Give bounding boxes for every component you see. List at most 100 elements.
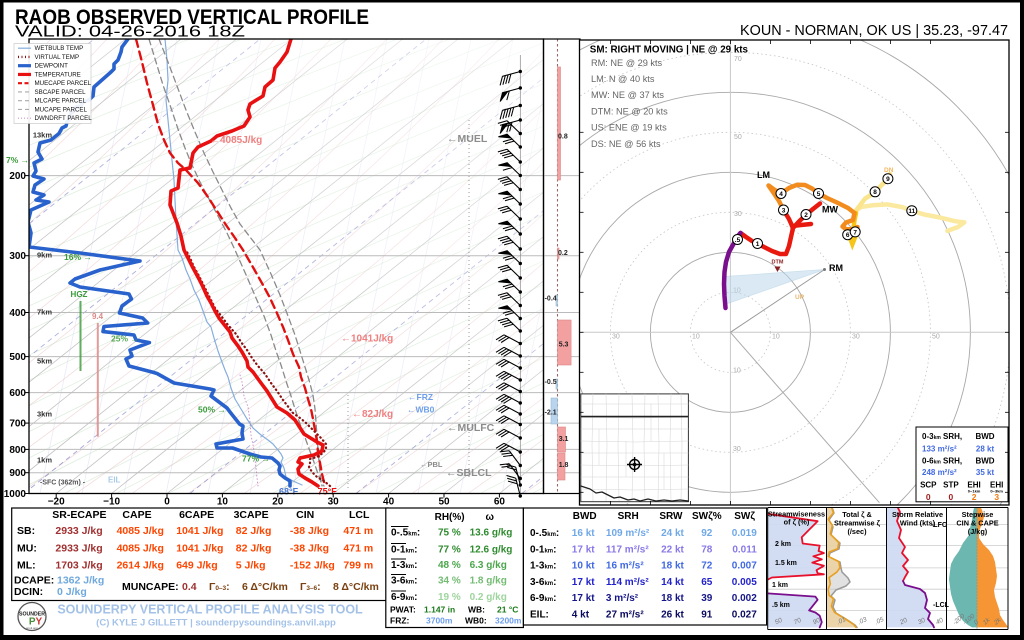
svg-text:26 kt: 26 kt bbox=[661, 610, 684, 621]
svg-text:0-6km SRH,: 0-6km SRH, bbox=[922, 457, 962, 466]
svg-text:(J/kg): (J/kg) bbox=[968, 527, 988, 536]
svg-text:DS: NE @ 56 kts: DS: NE @ 56 kts bbox=[591, 139, 661, 149]
svg-text:1.5 km: 1.5 km bbox=[775, 560, 797, 567]
svg-text:DCIN:: DCIN: bbox=[14, 586, 43, 598]
svg-text:0−1km: 0−1km bbox=[968, 489, 981, 494]
svg-text:HGZ: HGZ bbox=[71, 290, 88, 299]
svg-text:BWD: BWD bbox=[975, 432, 994, 441]
svg-text:9.4: 9.4 bbox=[92, 312, 104, 321]
svg-text:0.019: 0.019 bbox=[732, 528, 757, 539]
svg-text:25% →: 25% → bbox=[111, 334, 139, 344]
svg-text:0-.5km:: 0-.5km: bbox=[391, 528, 420, 539]
svg-text:17 kt: 17 kt bbox=[572, 545, 595, 556]
svg-text:10: 10 bbox=[733, 368, 741, 375]
svg-text:0: 0 bbox=[949, 492, 954, 502]
svg-text:WETBULB TEMP: WETBULB TEMP bbox=[35, 45, 84, 52]
svg-text:1 km: 1 km bbox=[772, 582, 788, 589]
svg-text:22 kt: 22 kt bbox=[661, 545, 684, 556]
svg-text:1000: 1000 bbox=[4, 489, 27, 500]
svg-text:-38 J/kg: -38 J/kg bbox=[290, 525, 329, 537]
svg-text:1703 J/kg: 1703 J/kg bbox=[55, 560, 102, 572]
svg-text:248 m²/s²: 248 m²/s² bbox=[922, 468, 957, 477]
svg-text:6.3 g/kg: 6.3 g/kg bbox=[470, 560, 507, 571]
svg-text:19 %: 19 % bbox=[438, 592, 461, 603]
svg-text:400: 400 bbox=[9, 308, 26, 319]
svg-text:28 kt: 28 kt bbox=[976, 445, 995, 454]
svg-text:6 Δ°C/km: 6 Δ°C/km bbox=[242, 581, 288, 593]
svg-text:7km: 7km bbox=[37, 308, 52, 317]
svg-text:16 m²/s²: 16 m²/s² bbox=[606, 561, 644, 572]
svg-text:3: 3 bbox=[994, 492, 999, 502]
svg-text:68°F: 68°F bbox=[279, 487, 299, 497]
svg-text:70: 70 bbox=[734, 56, 742, 63]
svg-text:0: 0 bbox=[164, 497, 170, 508]
svg-text:DCAPE:: DCAPE: bbox=[14, 575, 54, 587]
svg-text:3 m²/s²: 3 m²/s² bbox=[606, 593, 639, 604]
svg-text:1362 J/kg: 1362 J/kg bbox=[57, 575, 104, 587]
svg-text:-LCL: -LCL bbox=[933, 602, 950, 609]
svg-text:17 kt: 17 kt bbox=[572, 593, 595, 604]
svg-text:300: 300 bbox=[9, 251, 26, 262]
svg-text:90: 90 bbox=[812, 617, 822, 627]
svg-text:50: 50 bbox=[932, 334, 940, 341]
svg-text:10: 10 bbox=[217, 497, 229, 508]
svg-text:0-.5km:: 0-.5km: bbox=[530, 528, 559, 539]
svg-text:MLCAPE PARCEL: MLCAPE PARCEL bbox=[35, 98, 87, 105]
svg-text:ML:: ML: bbox=[17, 560, 36, 572]
svg-text:40: 40 bbox=[383, 497, 395, 508]
svg-text:4085 J/kg: 4085 J/kg bbox=[117, 525, 164, 537]
svg-text:50: 50 bbox=[774, 617, 784, 627]
svg-text:17 kt: 17 kt bbox=[572, 577, 595, 588]
svg-text:0−3km: 0−3km bbox=[990, 489, 1003, 494]
svg-text:7% →: 7% → bbox=[6, 155, 29, 165]
svg-text:18 kt: 18 kt bbox=[661, 593, 684, 604]
svg-text:EHI: EHI bbox=[967, 481, 980, 490]
svg-text:82 J/kg: 82 J/kg bbox=[236, 543, 272, 555]
svg-text:.03: .03 bbox=[857, 616, 868, 626]
svg-text:1.8 g/kg: 1.8 g/kg bbox=[470, 576, 507, 587]
svg-text:2933 J/kg: 2933 J/kg bbox=[55, 543, 102, 555]
svg-text:78: 78 bbox=[701, 545, 713, 556]
svg-text:0.002: 0.002 bbox=[732, 593, 757, 604]
svg-text:←1041J/kg: ←1041J/kg bbox=[341, 334, 393, 345]
svg-text:0: 0 bbox=[973, 619, 981, 627]
svg-text:FRZ:: FRZ: bbox=[390, 616, 410, 626]
svg-text:6-9km:: 6-9km: bbox=[530, 593, 556, 604]
svg-text:0.007: 0.007 bbox=[732, 561, 757, 572]
svg-text:34 %: 34 % bbox=[438, 576, 461, 587]
svg-text:5: 5 bbox=[817, 191, 821, 198]
svg-text:SCP: SCP bbox=[920, 481, 937, 490]
svg-text:BWD: BWD bbox=[975, 457, 994, 466]
svg-text:0-1km:: 0-1km: bbox=[391, 545, 417, 556]
svg-text:VIRTUAL TEMP: VIRTUAL TEMP bbox=[35, 54, 80, 61]
svg-text:4085 J/kg: 4085 J/kg bbox=[117, 543, 164, 555]
svg-text:12.6 g/kg: 12.6 g/kg bbox=[470, 545, 513, 556]
svg-text:72: 72 bbox=[701, 561, 713, 572]
svg-text:60: 60 bbox=[494, 497, 506, 508]
svg-text:RM: NE @ 29 kts: RM: NE @ 29 kts bbox=[591, 58, 663, 68]
svg-text:MUCAPE PARCEL: MUCAPE PARCEL bbox=[35, 106, 88, 113]
svg-text:Stepwise: Stepwise bbox=[962, 510, 994, 519]
svg-text:RM: RM bbox=[829, 263, 843, 273]
svg-text:DWNDRFT PARCEL: DWNDRFT PARCEL bbox=[35, 115, 93, 122]
svg-text:←MUEL: ←MUEL bbox=[447, 133, 488, 145]
svg-text:LM: LM bbox=[757, 170, 770, 180]
svg-text:30: 30 bbox=[328, 497, 340, 508]
svg-text:UP: UP bbox=[795, 294, 805, 301]
svg-text:MW: NE @ 37 kts: MW: NE @ 37 kts bbox=[591, 90, 664, 100]
svg-text:SBCAPE PARCEL: SBCAPE PARCEL bbox=[35, 89, 87, 96]
svg-text:DEWPOINT: DEWPOINT bbox=[35, 63, 69, 70]
svg-text:0.2: 0.2 bbox=[558, 250, 568, 257]
svg-text:200: 200 bbox=[9, 171, 26, 182]
svg-text:2933 J/kg: 2933 J/kg bbox=[55, 525, 102, 537]
svg-text:WB:: WB: bbox=[468, 605, 485, 615]
svg-text:5 J/kg: 5 J/kg bbox=[236, 560, 266, 572]
svg-text:75°F: 75°F bbox=[318, 487, 338, 497]
svg-text:−10: −10 bbox=[103, 497, 120, 508]
svg-text:13km: 13km bbox=[33, 131, 53, 140]
svg-text:anvil.app: anvil.app bbox=[26, 626, 38, 630]
svg-text:6: 6 bbox=[846, 232, 850, 239]
svg-text:0.4: 0.4 bbox=[182, 581, 197, 593]
svg-text:WB0:: WB0: bbox=[465, 616, 487, 626]
svg-text:16 kt: 16 kt bbox=[572, 528, 595, 539]
